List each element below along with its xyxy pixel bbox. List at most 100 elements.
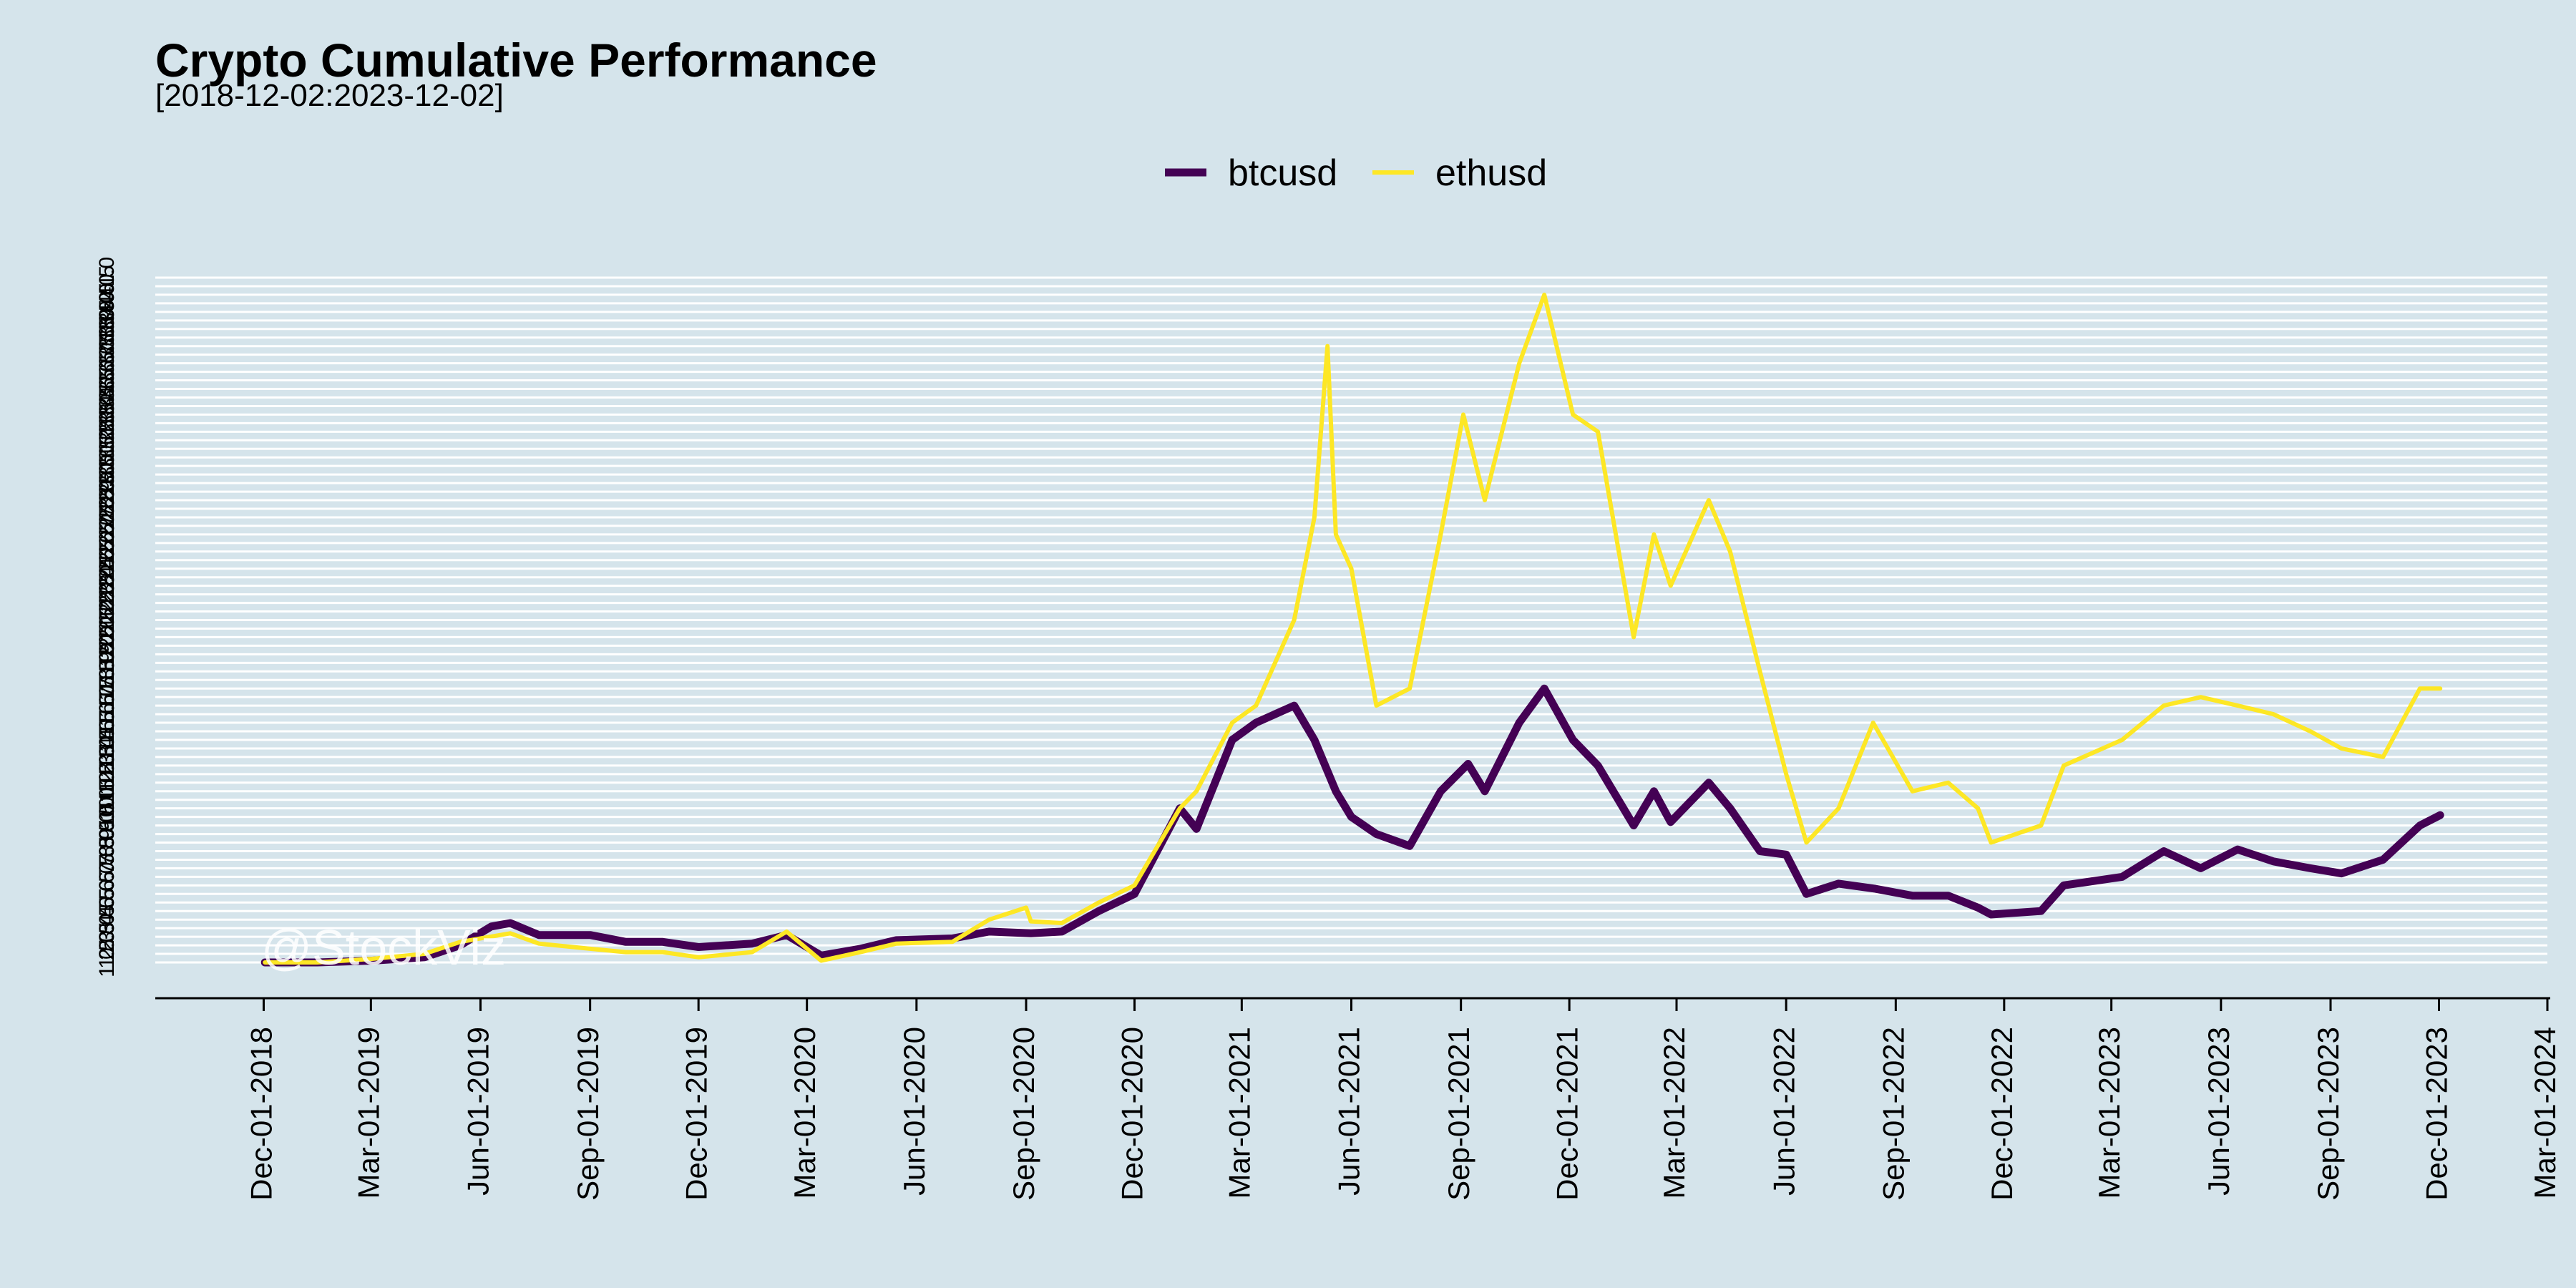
y-tick-label: 15.0 [95, 702, 119, 743]
x-tick-label: Sep-01-2019 [571, 1027, 605, 1201]
data-point-ethusd [316, 962, 318, 963]
data-point-ethusd [1133, 884, 1135, 886]
data-point-ethusd [1025, 907, 1027, 908]
x-tick-label: Sep-01-2023 [2311, 1027, 2345, 1201]
y-tick-label: 7.0 [95, 845, 119, 875]
data-point-ethusd [1484, 499, 1485, 501]
y-tick-label: 7.5 [95, 836, 119, 867]
y-tick-label: 21.0 [95, 599, 119, 640]
data-point-ethusd [2200, 696, 2202, 698]
x-tick-label: Sep-01-2022 [1876, 1027, 1910, 1201]
y-tick-label: 33.5 [95, 385, 119, 426]
y-tick-label: 30.0 [95, 445, 119, 487]
y-tick-label: 11.5 [95, 763, 119, 803]
y-tick-label: 40.0 [95, 274, 119, 316]
y-tick-label: 23.0 [95, 565, 119, 606]
y-tick-label: 19.0 [95, 633, 119, 675]
y-tick-label: 18.0 [95, 650, 119, 692]
legend-label-ethusd: ethusd [1435, 152, 1547, 194]
data-point-btcusd [1572, 739, 1574, 741]
data-point-btcusd [1098, 910, 1100, 912]
y-tick-label: 25.5 [95, 522, 119, 564]
y-tick-label: 20.0 [95, 616, 119, 658]
y-tick-label: 21.5 [95, 590, 119, 632]
x-tick-label: Sep-01-2021 [1442, 1027, 1475, 1201]
y-tick-label: 16.5 [95, 676, 119, 718]
y-tick-label: 22.5 [95, 573, 119, 615]
data-point-btcusd [2439, 814, 2441, 816]
y-tick-label: 38.0 [95, 308, 119, 350]
data-point-ethusd [509, 932, 511, 934]
y-tick-label: 22.0 [95, 582, 119, 623]
data-point-ethusd [1335, 534, 1337, 535]
y-tick-label: 23.5 [95, 556, 119, 597]
data-point-btcusd [1708, 782, 1709, 784]
legend-label-btcusd: btcusd [1228, 152, 1337, 194]
data-point-btcusd [509, 922, 511, 924]
data-point-btcusd [2200, 867, 2202, 869]
data-point-btcusd [1785, 854, 1787, 855]
data-point-ethusd [1518, 363, 1520, 364]
y-tick-label: 18.5 [95, 642, 119, 683]
data-point-ethusd [1597, 431, 1599, 432]
y-tick-label: 37.0 [95, 326, 119, 367]
data-point-btcusd [1061, 931, 1063, 932]
x-tick-label: Jun-01-2020 [897, 1027, 931, 1196]
data-point-ethusd [1179, 808, 1181, 809]
y-tick-label: 26.0 [95, 514, 119, 555]
data-point-btcusd [1351, 816, 1352, 818]
series-layer [260, 292, 2444, 967]
y-tick-label: 4.5 [95, 887, 119, 917]
data-point-ethusd [1098, 902, 1100, 903]
y-tick-label: 17.5 [95, 659, 119, 701]
x-tick-label: Mar-01-2020 [788, 1027, 821, 1199]
y-tick-label: 19.5 [95, 625, 119, 666]
data-point-ethusd [1805, 842, 1807, 844]
x-tick-label: Mar-01-2021 [1222, 1027, 1256, 1199]
data-point-ethusd [988, 919, 990, 920]
y-axis-tick-labels: 1.01.52.02.53.03.54.04.55.05.56.06.57.07… [95, 257, 119, 977]
y-tick-label: 12.5 [95, 745, 119, 786]
data-point-ethusd [1838, 808, 1839, 809]
y-tick-label: 9.5 [95, 802, 119, 832]
series-line-btcusd [260, 684, 2444, 967]
y-tick-label: 30.5 [95, 436, 119, 478]
x-tick-label: Dec-01-2022 [1985, 1027, 2019, 1201]
y-tick-label: 27.0 [95, 497, 119, 538]
data-point-ethusd [1670, 585, 1672, 587]
data-point-btcusd [459, 945, 461, 946]
y-tick-label: 8.5 [95, 819, 119, 849]
y-tick-label: 34.5 [95, 368, 119, 409]
y-tick-label: 40.5 [95, 265, 119, 307]
data-point-ethusd [786, 931, 787, 932]
y-tick-label: 28.0 [95, 479, 119, 521]
y-tick-label: 9.0 [95, 811, 119, 841]
y-tick-label: 39.5 [95, 283, 119, 324]
x-tick-label: Dec-01-2018 [245, 1027, 278, 1201]
chart-title: Crypto Cumulative Performance [155, 34, 877, 87]
data-point-btcusd [988, 931, 990, 932]
y-tick-label: 8.0 [95, 828, 119, 858]
data-point-ethusd [2382, 756, 2384, 758]
y-tick-label: 34.0 [95, 376, 119, 418]
y-tick-label: 33.0 [95, 394, 119, 435]
data-point-ethusd [2310, 731, 2311, 732]
y-tick-label: 14.5 [95, 711, 119, 752]
x-tick-label: Jun-01-2021 [1332, 1027, 1366, 1196]
x-tick-label: Mar-01-2024 [2528, 1027, 2562, 1199]
y-tick-label: 4.0 [95, 896, 119, 926]
data-point-btcusd [2382, 859, 2384, 860]
x-tick-label: Mar-01-2019 [351, 1027, 385, 1199]
y-tick-label: 2.5 [95, 922, 119, 952]
y-tick-label: 16.0 [95, 685, 119, 726]
x-tick-label: Mar-01-2023 [2092, 1027, 2126, 1199]
y-tick-label: 1.5 [95, 939, 119, 969]
data-point-btcusd [1670, 821, 1672, 823]
data-point-btcusd [860, 948, 862, 950]
x-axis: Dec-01-2018 Mar-01-2019 Jun-01-2019 Sep-01-… [155, 997, 2562, 1201]
y-tick-label: 35.0 [95, 359, 119, 401]
y-tick-label: 31.5 [95, 419, 119, 461]
data-point-ethusd [2419, 688, 2421, 689]
y-tick-label: 13.5 [95, 728, 119, 769]
x-tick-label: Mar-01-2022 [1657, 1027, 1691, 1199]
